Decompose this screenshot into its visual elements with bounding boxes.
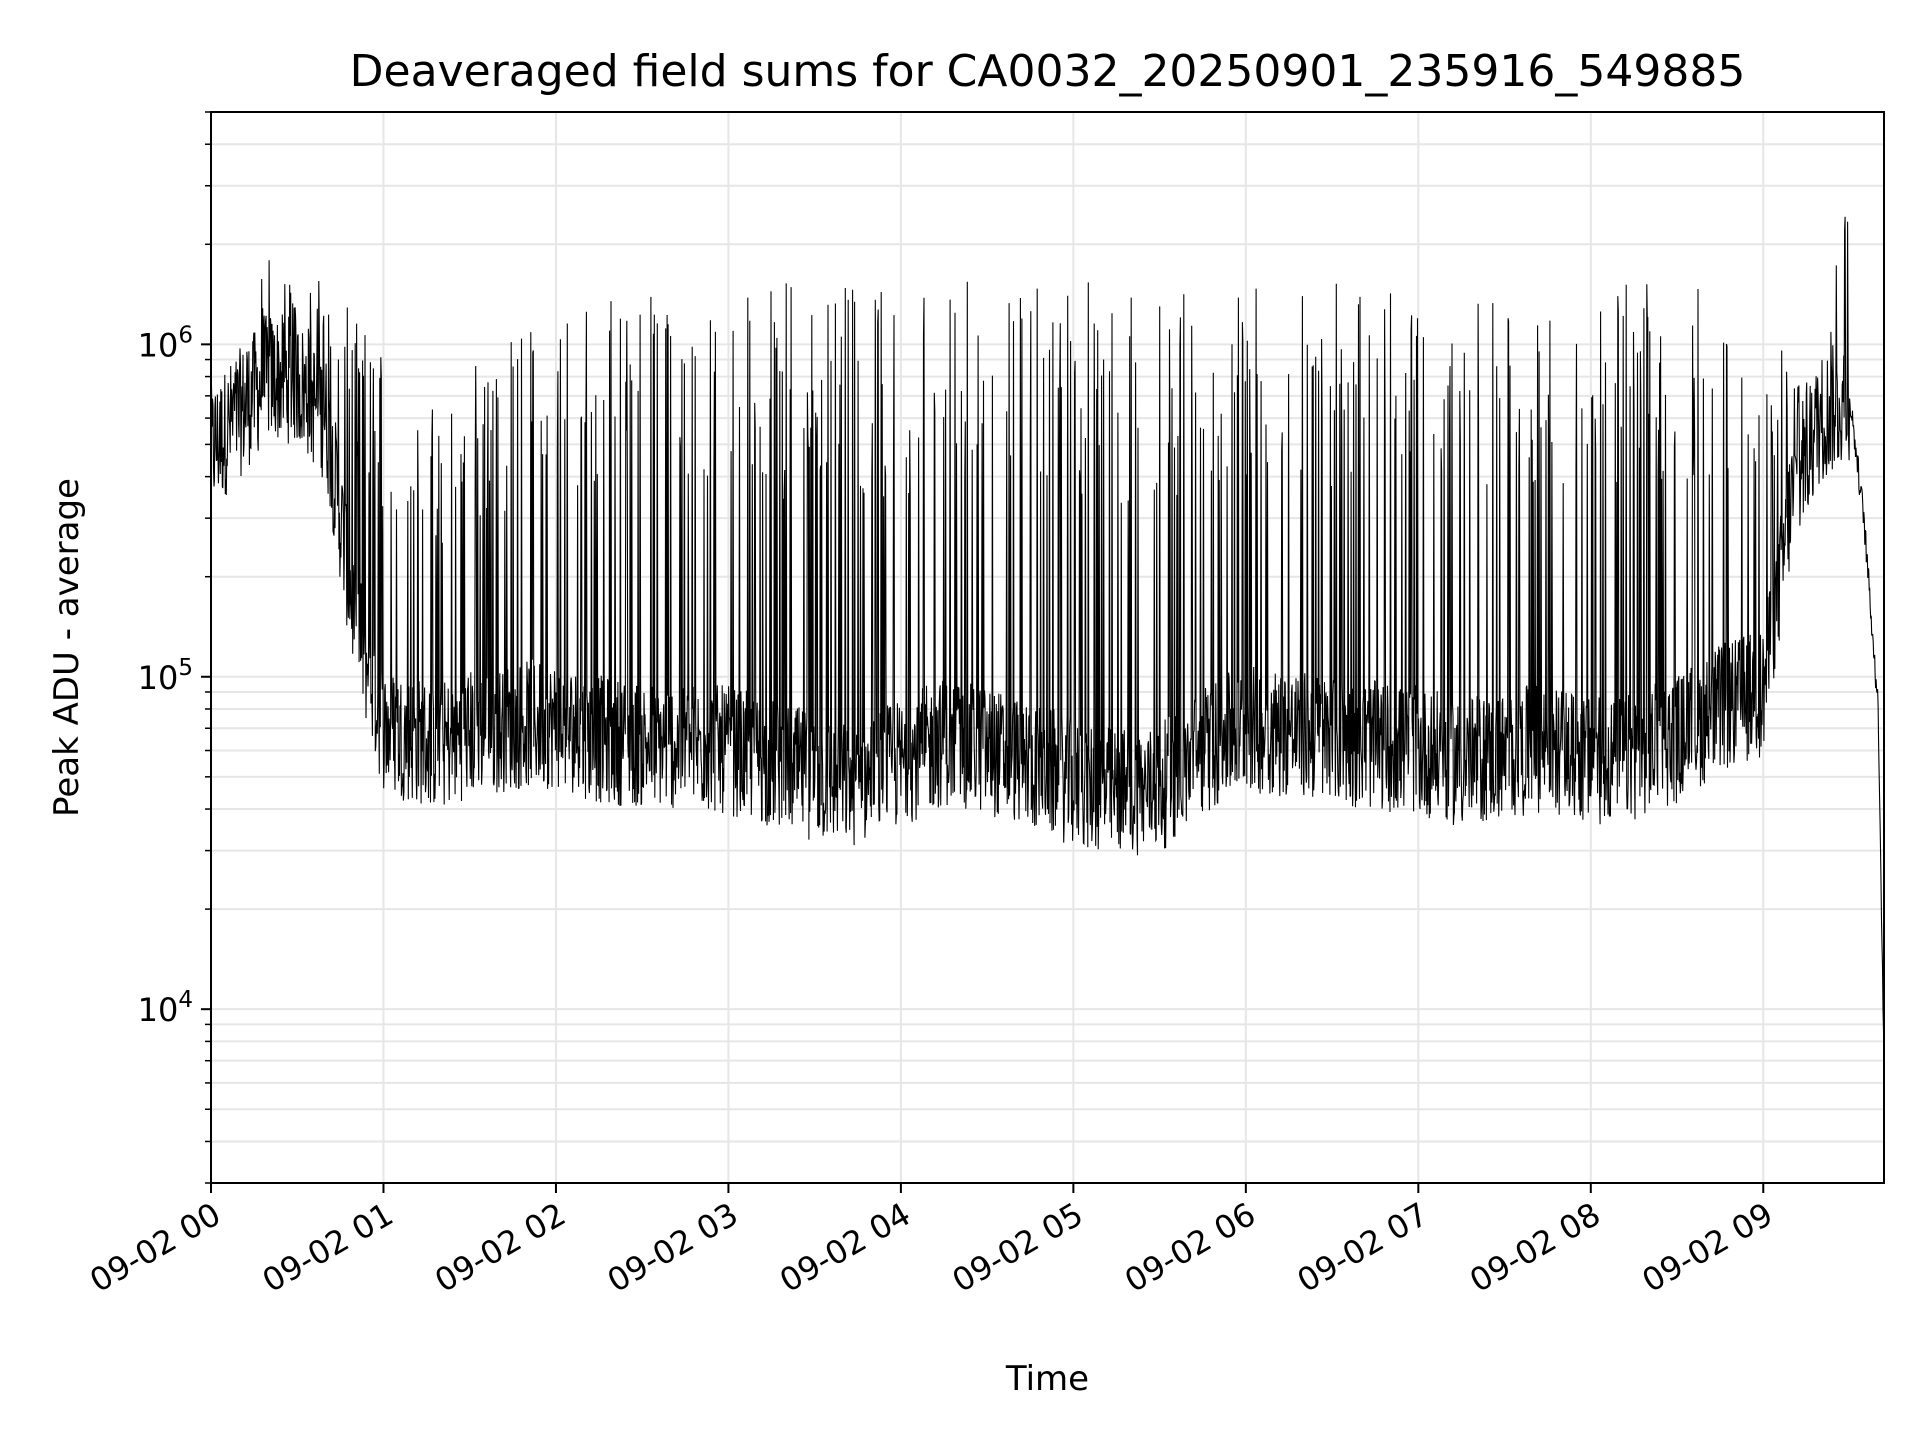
y-tick-label: 104 [138,987,193,1029]
y-tick-label: 106 [138,322,193,364]
chart-title: Deaveraged field sums for CA0032_2025090… [350,46,1746,97]
plot-frame [210,111,1885,1184]
x-axis-label: Time [1005,1359,1089,1399]
series-line [210,216,1885,1072]
y-tick-label: 105 [138,655,193,697]
y-axis-label: Peak ADU - average [47,478,87,817]
data-series [210,216,1885,1072]
y-axis-ticks: 104 105 106 [138,111,211,1184]
